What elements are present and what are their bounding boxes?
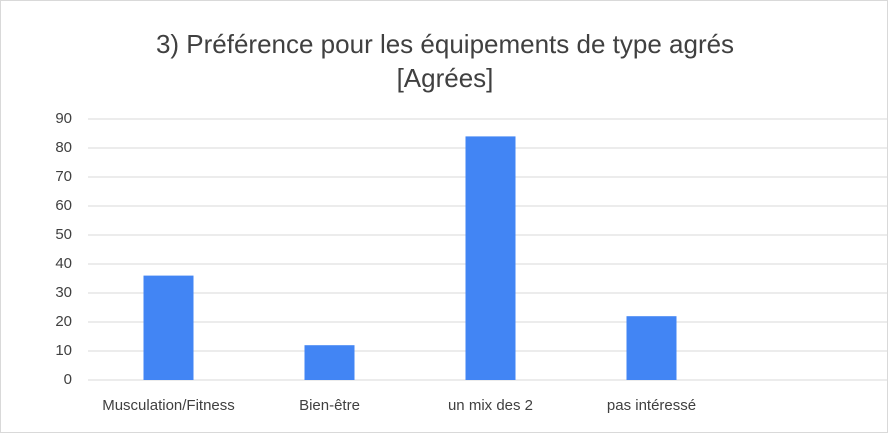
y-tick-label: 0: [64, 371, 72, 388]
y-tick-label: 20: [55, 313, 72, 330]
y-tick-label: 30: [55, 284, 72, 301]
x-tick-label: un mix des 2: [448, 397, 533, 414]
bar: [304, 345, 355, 380]
chart-title: [Agrées]: [397, 63, 494, 93]
bar: [626, 316, 677, 380]
y-tick-label: 40: [55, 255, 72, 272]
bar: [465, 136, 516, 380]
x-tick-label: Bien-être: [299, 397, 360, 414]
y-tick-label: 80: [55, 139, 72, 156]
chart-title: 3) Préférence pour les équipements de ty…: [156, 29, 734, 59]
y-tick-label: 10: [55, 342, 72, 359]
bar: [143, 275, 194, 380]
y-tick-label: 70: [55, 168, 72, 185]
y-tick-label: 90: [55, 110, 72, 127]
y-tick-label: 50: [55, 226, 72, 243]
y-tick-label: 60: [55, 197, 72, 214]
x-tick-label: Musculation/Fitness: [102, 397, 235, 414]
x-tick-label: pas intéressé: [607, 397, 696, 414]
